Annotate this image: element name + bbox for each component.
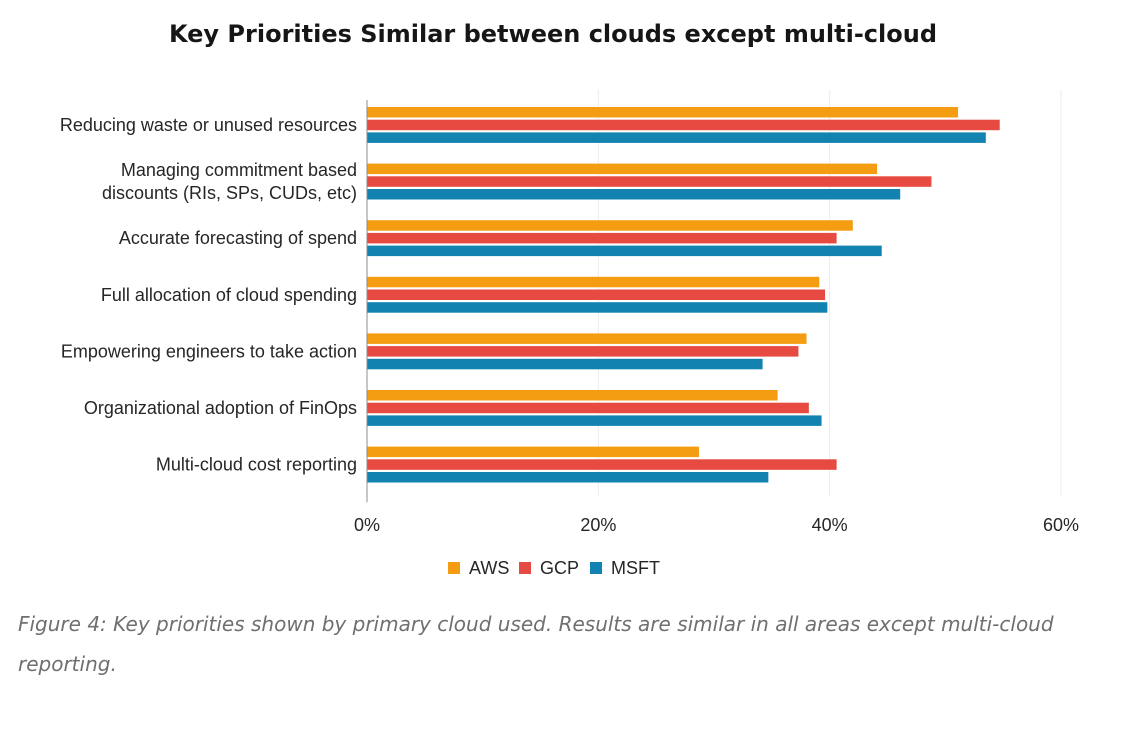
bar-aws: [367, 220, 853, 231]
figure-caption: Figure 4: Key priorities shown by primar…: [18, 612, 1054, 676]
category-label: Reducing waste or unused resources: [60, 115, 357, 135]
x-tick-label: 20%: [580, 515, 616, 535]
category-label: Empowering engineers to take action: [61, 341, 357, 361]
bar-gcp: [367, 402, 809, 414]
bars: [367, 107, 1000, 483]
legend-swatch-msft: [590, 562, 602, 574]
bar-msft: [367, 415, 822, 426]
category-label: Organizational adoption of FinOps: [84, 398, 357, 418]
x-tick-labels: 0% 20% 40% 60%: [354, 515, 1079, 535]
bar-msft: [367, 245, 882, 257]
category-label: discounts (RIs, SPs, CUDs, etc): [102, 183, 357, 203]
bar-msft: [367, 472, 769, 483]
category-labels: Reducing waste or unused resources Managi…: [60, 115, 357, 475]
category-label: Full allocation of cloud spending: [101, 285, 357, 305]
bar-gcp: [367, 119, 1000, 131]
category-label: Accurate forecasting of spend: [119, 228, 357, 248]
legend: AWS GCP MSFT: [448, 558, 660, 578]
bar-gcp: [367, 232, 837, 244]
bar-msft: [367, 358, 763, 370]
bar-aws: [367, 446, 699, 458]
legend-swatch-gcp: [519, 562, 531, 574]
legend-label-msft: MSFT: [611, 558, 660, 578]
bar-msft: [367, 302, 828, 313]
bar-aws: [367, 163, 878, 175]
bar-gcp: [367, 459, 837, 470]
x-tick-label: 40%: [812, 515, 848, 535]
bar-gcp: [367, 289, 826, 300]
bar-aws: [367, 333, 807, 344]
bar-msft: [367, 189, 901, 200]
bar-aws: [367, 107, 959, 118]
bar-gcp: [367, 176, 932, 187]
category-label: Multi-cloud cost reporting: [156, 455, 357, 475]
bar-aws: [367, 390, 778, 401]
legend-swatch-aws: [448, 562, 460, 574]
bar-aws: [367, 276, 820, 288]
bar-msft: [367, 132, 986, 143]
bar-gcp: [367, 346, 799, 357]
category-label: Managing commitment based: [121, 160, 357, 180]
legend-label-aws: AWS: [469, 558, 509, 578]
x-tick-label: 60%: [1043, 515, 1079, 535]
x-tick-label: 0%: [354, 515, 380, 535]
legend-label-gcp: GCP: [540, 558, 579, 578]
bar-chart: Reducing waste or unused resources Managi…: [60, 90, 1079, 578]
chart-title: Key Priorities Similar between clouds ex…: [168, 20, 938, 48]
